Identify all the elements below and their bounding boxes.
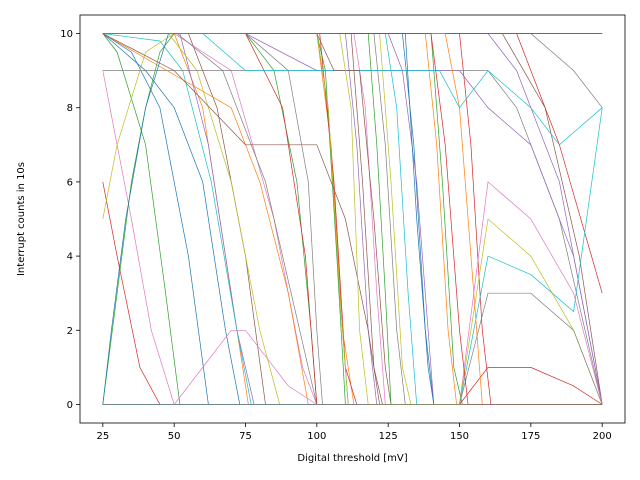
plot-frame xyxy=(79,14,626,424)
series-line-16 xyxy=(102,33,603,405)
series-line-49 xyxy=(102,33,603,405)
series-line-1 xyxy=(102,33,603,405)
series-line-22 xyxy=(102,33,603,405)
series-line-36 xyxy=(102,33,603,405)
y-tick-label: 8 xyxy=(67,103,73,114)
series-line-2 xyxy=(102,33,603,405)
series-line-45 xyxy=(102,33,603,405)
series-line-23 xyxy=(102,33,603,405)
series-line-38 xyxy=(102,33,603,405)
x-tick-label: 175 xyxy=(521,431,540,442)
series-line-35 xyxy=(102,33,603,405)
series-line-6 xyxy=(102,33,603,405)
y-tick-label: 4 xyxy=(67,252,73,263)
y-tick-label: 10 xyxy=(60,29,73,40)
series-line-46 xyxy=(102,33,603,405)
series-line-33 xyxy=(102,33,603,405)
series-line-21 xyxy=(102,33,603,405)
series-line-29 xyxy=(102,33,603,405)
series-line-52 xyxy=(102,33,603,405)
series-line-12 xyxy=(102,33,603,405)
series-line-5 xyxy=(102,33,603,405)
x-tick-label: 150 xyxy=(450,431,469,442)
series-line-28 xyxy=(102,33,603,405)
series-line-11 xyxy=(102,33,603,405)
series-layer xyxy=(102,33,603,405)
series-line-14 xyxy=(102,33,603,405)
series-line-34 xyxy=(102,70,603,405)
series-line-8 xyxy=(102,33,603,405)
x-tick-label: 50 xyxy=(168,431,181,442)
x-axis-label: Digital threshold [mV] xyxy=(297,453,407,464)
series-line-53 xyxy=(102,33,603,405)
x-tick-label: 125 xyxy=(379,431,398,442)
series-line-13 xyxy=(102,33,603,405)
series-line-51 xyxy=(102,33,603,405)
series-line-15 xyxy=(102,33,603,405)
series-line-25 xyxy=(102,33,603,405)
series-line-27 xyxy=(102,33,603,405)
y-axis-label: Interrupt counts in 10s xyxy=(16,162,27,276)
y-tick-label: 2 xyxy=(67,326,73,337)
series-line-54 xyxy=(102,33,603,405)
y-axis: 0 2 4 6 8 10 xyxy=(60,29,80,411)
series-line-31 xyxy=(102,70,603,405)
x-tick-label: 100 xyxy=(307,431,326,442)
x-tick-label: 75 xyxy=(239,431,252,442)
series-line-24 xyxy=(102,33,603,405)
series-line-39 xyxy=(102,33,603,146)
series-line-37 xyxy=(102,33,603,405)
series-line-20 xyxy=(102,33,603,405)
x-axis: 25 50 75 100 125 150 175 200 xyxy=(96,423,612,442)
y-tick-label: 6 xyxy=(67,177,73,188)
series-line-50 xyxy=(102,33,603,405)
series-line-3 xyxy=(102,33,603,405)
series-line-55 xyxy=(102,33,603,405)
x-tick-label: 200 xyxy=(593,431,612,442)
series-line-4 xyxy=(102,33,603,405)
series-line-41 xyxy=(102,218,603,405)
series-line-47 xyxy=(173,329,317,405)
series-line-7 xyxy=(102,33,603,405)
series-line-10 xyxy=(102,33,603,405)
series-line-9 xyxy=(102,33,603,405)
series-line-26 xyxy=(102,33,603,405)
x-tick-label: 25 xyxy=(96,431,109,442)
series-line-30 xyxy=(102,33,603,405)
series-line-48 xyxy=(102,33,603,405)
y-tick-label: 0 xyxy=(67,400,73,411)
